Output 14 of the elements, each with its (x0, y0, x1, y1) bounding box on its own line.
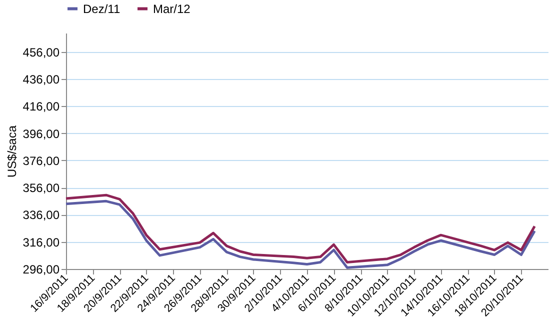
y-tick-label: 336,00 (22, 208, 60, 222)
y-axis-title: US$/saca (4, 125, 19, 178)
y-tick-label: 396,00 (22, 126, 60, 141)
y-tick-label: 436,00 (22, 72, 60, 87)
y-tick-label: 456,00 (22, 45, 60, 60)
legend-label: Dez/11 (83, 2, 120, 16)
y-tick-label: 296,00 (22, 262, 60, 276)
y-tick-label: 316,00 (22, 235, 60, 250)
line-series (64, 200, 536, 269)
line-series (64, 194, 536, 264)
legend-label: Mar/12 (153, 2, 191, 16)
y-tick-label: 376,00 (22, 154, 60, 168)
y-tick-label: 416,00 (22, 100, 60, 114)
y-tick-label: 356,00 (22, 181, 60, 196)
